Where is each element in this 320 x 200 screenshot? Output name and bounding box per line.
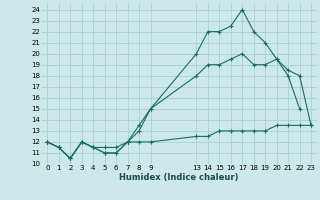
X-axis label: Humidex (Indice chaleur): Humidex (Indice chaleur) xyxy=(119,173,239,182)
